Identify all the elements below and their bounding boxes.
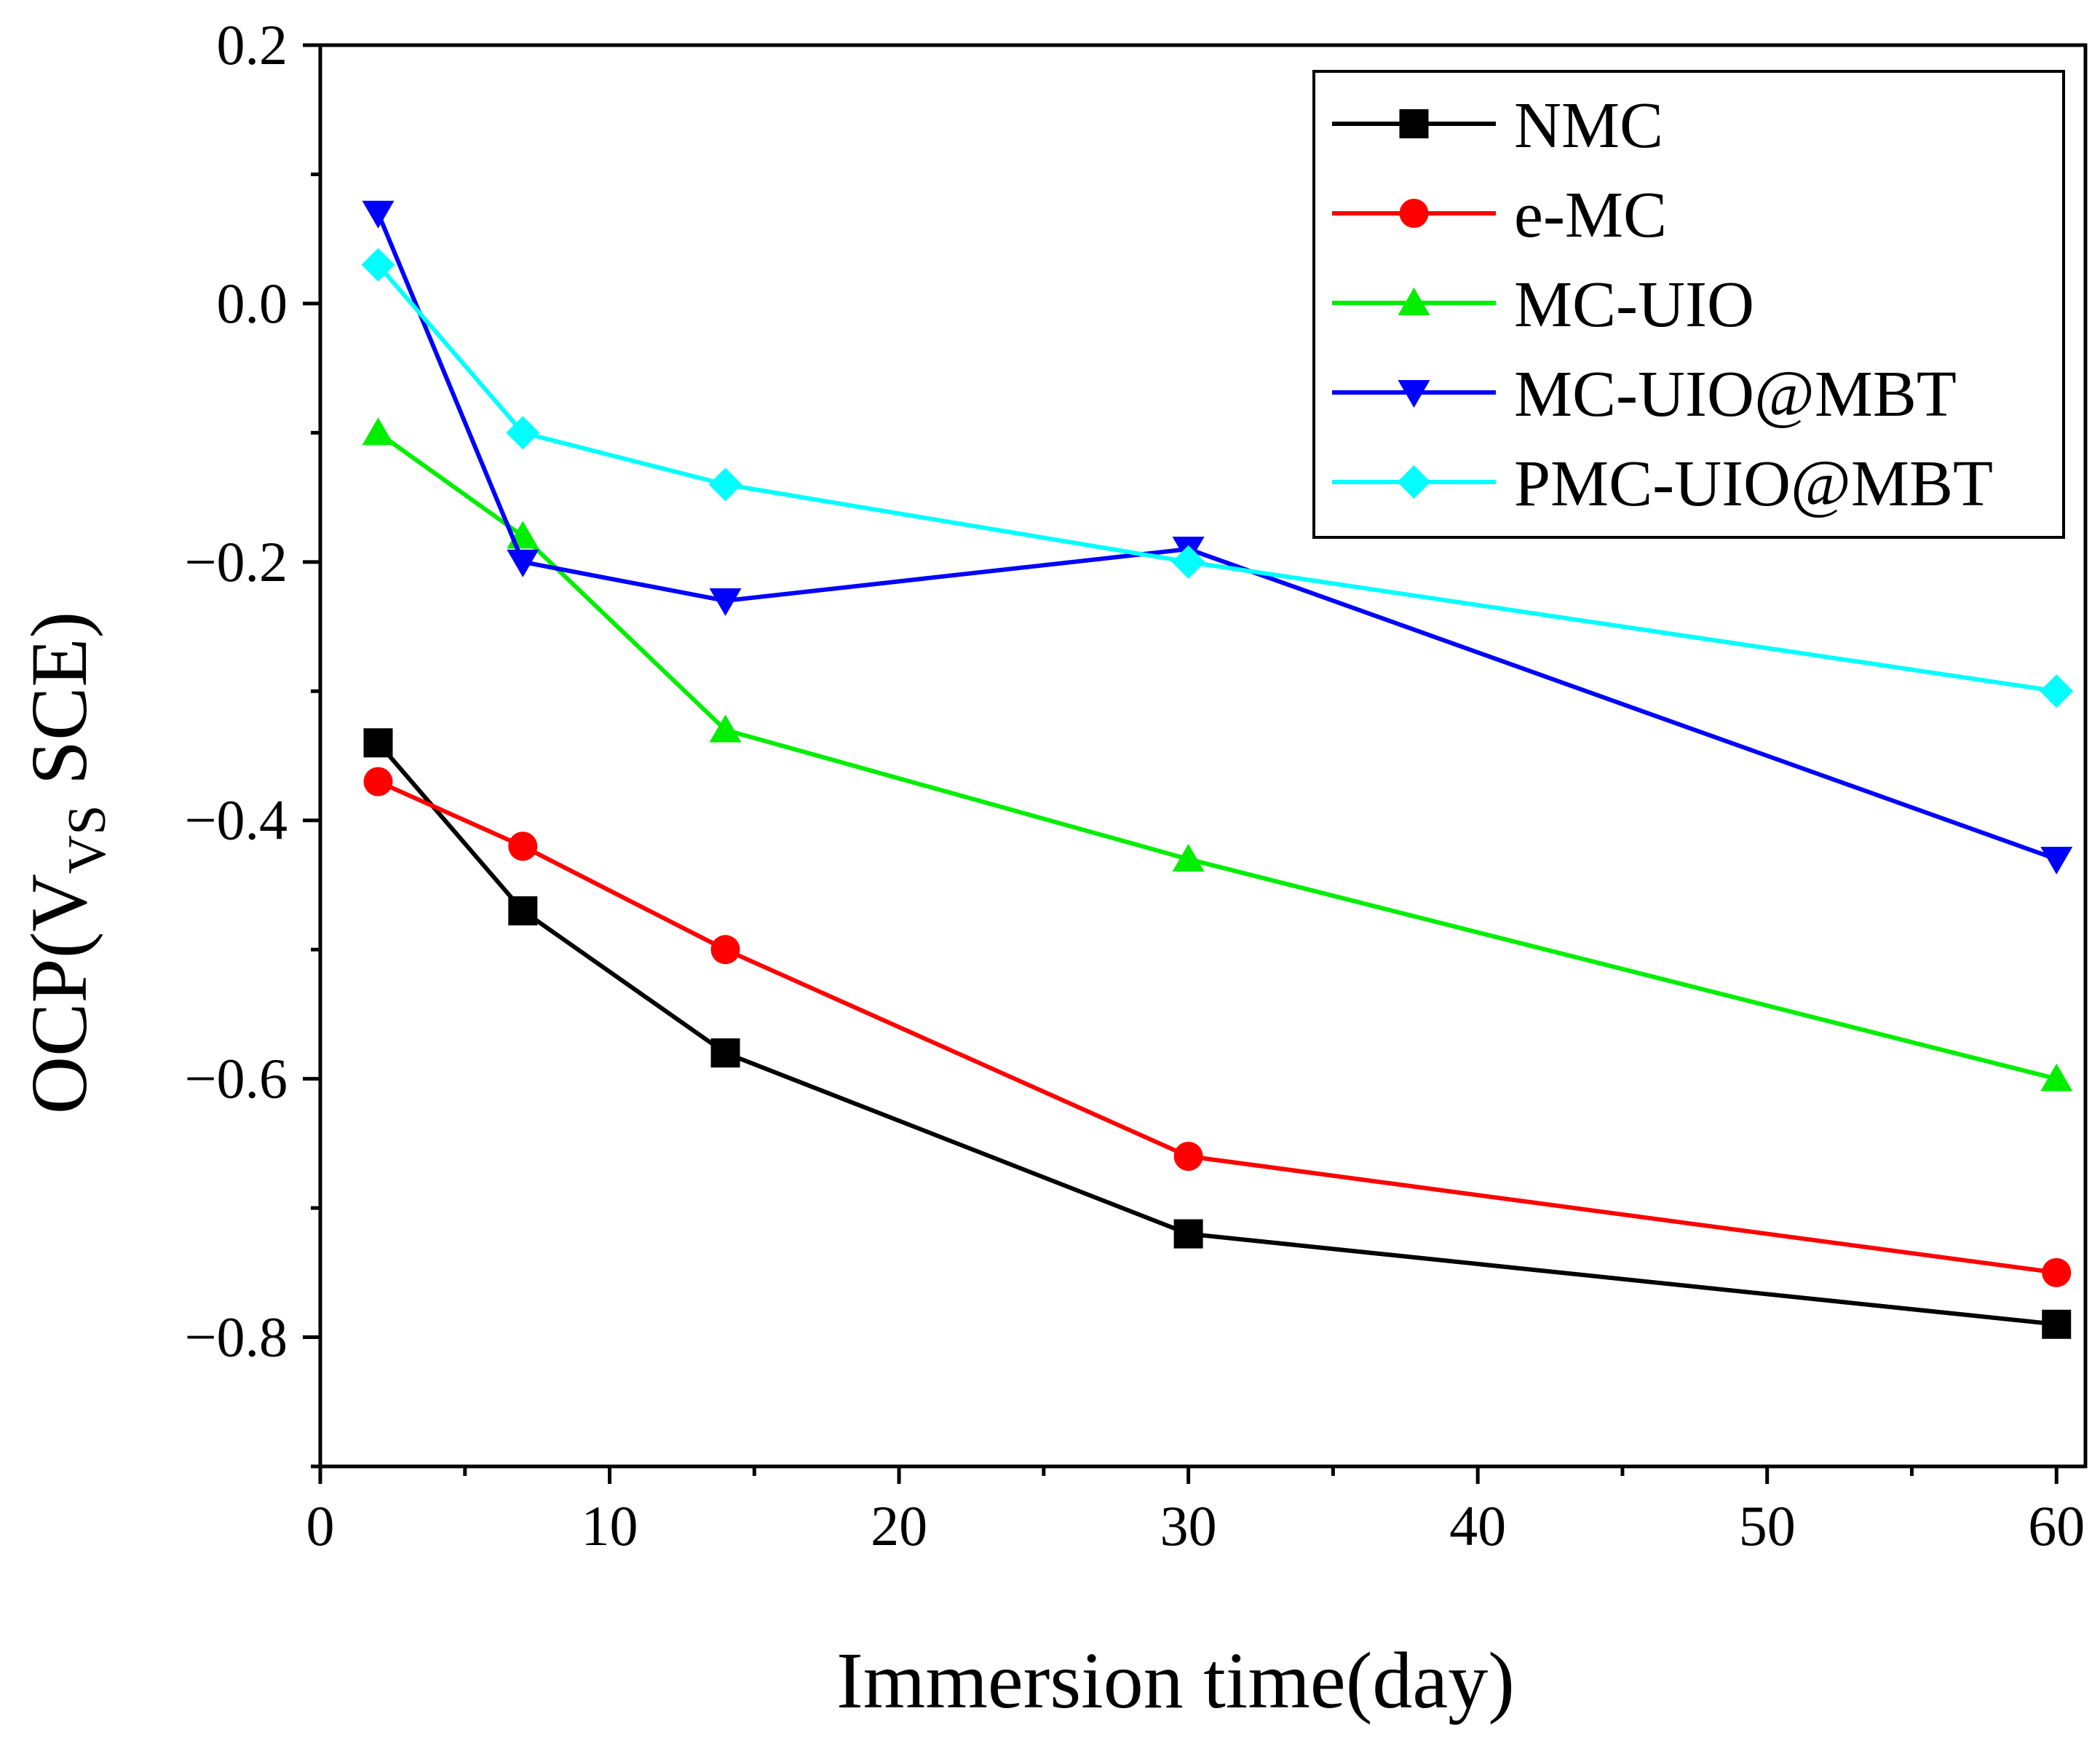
data-point-pmc-uio-mbt: [2040, 674, 2074, 708]
legend-entry-pmc-uio-mbt: PMC-UIO@MBT: [1332, 448, 1993, 520]
plot-frame: [318, 43, 2088, 1469]
y-tick-label: −0.6: [185, 1047, 288, 1110]
data-point-mc-uio: [1172, 843, 1205, 872]
legend-marker: [1397, 465, 1431, 499]
data-point-mc-uio: [362, 417, 395, 446]
data-point-nmc: [2042, 1309, 2072, 1339]
series-pmc-uio-mbt: [361, 248, 2074, 708]
y-axis-title-suffix: SCE): [15, 612, 103, 805]
x-tick-label: 40: [1449, 1494, 1506, 1557]
legend-marker: [1399, 109, 1429, 138]
legend-label: PMC-UIO@MBT: [1514, 448, 1993, 520]
data-point-mc-uio-mbt: [362, 200, 395, 229]
y-axis-title-subscript: VS: [58, 805, 117, 874]
data-point-pmc-uio-mbt: [361, 248, 395, 282]
x-tick-label: 0: [306, 1494, 335, 1557]
y-axis-title: OCP(VVS SCE): [15, 612, 117, 1115]
legend-label: MC-UIO@MBT: [1514, 358, 1957, 430]
x-tick-label: 60: [2028, 1494, 2085, 1557]
axes: 0 10 20 30 40 50 60 0.2 0.0 −0.2 −0.4 −0.6 −0.8: [185, 13, 2088, 1557]
legend-entry-e-mc: e-MC: [1332, 179, 1667, 251]
data-point-pmc-uio-mbt: [708, 467, 742, 502]
legend-marker: [1398, 380, 1430, 408]
x-tick-label: 20: [871, 1494, 927, 1557]
data-point-mc-uio: [709, 714, 742, 743]
data-point-mc-uio: [2040, 1063, 2073, 1091]
data-point-nmc: [710, 1038, 740, 1068]
legend-entry-mc-uio: MC-UIO: [1332, 269, 1754, 341]
data-point-nmc: [508, 896, 538, 925]
legend-marker: [1398, 288, 1430, 315]
legend-entry-mc-uio-mbt: MC-UIO@MBT: [1332, 358, 1957, 430]
data-point-mc-uio-mbt: [709, 588, 742, 617]
legend-entry-nmc: NMC: [1332, 90, 1663, 162]
y-tick-label: −0.8: [185, 1306, 288, 1369]
series-line-e-mc: [377, 779, 2057, 1275]
legend-label: e-MC: [1514, 179, 1667, 251]
y-axis-title-prefix: OCP(V: [15, 874, 103, 1114]
series-group: [361, 200, 2074, 1339]
legend-marker: [1399, 199, 1429, 228]
legend-label: NMC: [1514, 90, 1663, 162]
y-tick-label: −0.4: [185, 789, 288, 852]
data-point-mc-uio-mbt: [507, 549, 539, 577]
data-point-pmc-uio-mbt: [506, 416, 540, 450]
data-point-e-mc: [2042, 1257, 2072, 1287]
series-nmc: [363, 728, 2072, 1339]
data-point-nmc: [363, 728, 393, 758]
data-point-e-mc: [508, 832, 538, 861]
legend: NMC e-MC MC-UIO MC-UIO@MBT PMC-UIO@MBT: [1312, 70, 2065, 539]
y-tick-label: −0.2: [185, 530, 288, 593]
data-point-e-mc: [1173, 1142, 1203, 1172]
y-tick-label: 0.0: [217, 272, 288, 335]
data-point-nmc: [1173, 1219, 1203, 1249]
legend-label: MC-UIO: [1514, 269, 1754, 341]
x-tick-label: 30: [1160, 1494, 1217, 1557]
x-axis-title: Immersion time(day): [836, 1636, 1515, 1725]
data-point-e-mc: [363, 767, 393, 797]
x-tick-label: 50: [1739, 1494, 1796, 1557]
x-tick-label: 10: [582, 1494, 638, 1557]
y-tick-label: 0.2: [217, 13, 288, 76]
series-mc-uio-mbt: [362, 200, 2073, 874]
data-point-mc-uio-mbt: [2040, 846, 2073, 874]
data-point-e-mc: [710, 935, 740, 965]
series-e-mc: [363, 767, 2072, 1287]
data-point-pmc-uio-mbt: [1171, 545, 1205, 579]
series-mc-uio: [362, 417, 2073, 1091]
